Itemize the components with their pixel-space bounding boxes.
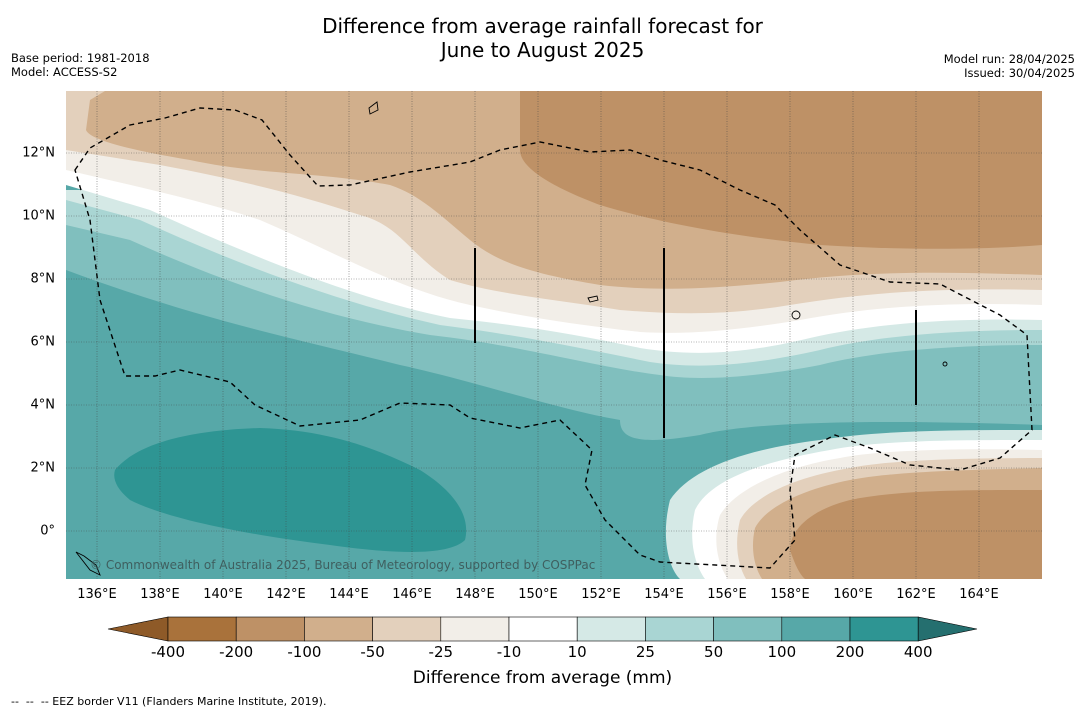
latitude-tick-label: 0° [40, 523, 55, 539]
longitude-tick-label: 140°E [203, 587, 243, 602]
longitude-tick-label: 158°E [770, 587, 810, 602]
map-contours [66, 91, 1042, 579]
colorbar-segment [508, 616, 578, 642]
latitude-tick-label: 10°N [22, 208, 55, 224]
colorbar-segment [304, 616, 373, 642]
islands [75, 101, 948, 576]
fill-minus-100-200 [520, 91, 1042, 249]
latitude-tick-label: 2°N [30, 460, 56, 476]
colorbar-segment [781, 616, 851, 642]
issued-date: Issued: 30/04/2025 [964, 66, 1075, 80]
colorbar-segment [372, 616, 442, 642]
footer-note: -- -- -- EEZ border V11 (Flanders Marine… [11, 695, 327, 708]
longitude-tick-label: 152°E [581, 587, 621, 602]
longitude-tick-label: 144°E [329, 587, 369, 602]
map-grid [66, 91, 1042, 579]
colorbar-segment [167, 616, 237, 642]
title-line-1: Difference from average rainfall forecas… [322, 14, 763, 38]
latitude-tick-label: 4°N [30, 397, 56, 413]
longitude-tick-label: 142°E [266, 587, 306, 602]
colorbar-tick-label: 200 [835, 643, 865, 661]
longitude-tick-label: 136°E [77, 587, 117, 602]
eez-border [74, 107, 1033, 569]
colorbar-tick-label: 100 [767, 643, 797, 661]
meta-right: Model run: 28/04/2025 Issued: 30/04/2025 [944, 52, 1075, 80]
colorbar-tick-label: 25 [635, 643, 655, 661]
fill-200-400 [114, 428, 467, 552]
title-line-2: June to August 2025 [440, 38, 645, 62]
colorbar-tick-label: 400 [903, 643, 933, 661]
colorbar-tick-label: 10 [567, 643, 587, 661]
longitude-tick-label: 150°E [518, 587, 558, 602]
longitude-tick-label: 156°E [707, 587, 747, 602]
copyright-notice: © Commonwealth of Australia 2025, Bureau… [90, 558, 596, 572]
longitude-tick-label: 164°E [959, 587, 999, 602]
colorbar-segment [235, 616, 305, 642]
meridian-markers [474, 248, 917, 438]
model-name: Model: ACCESS-S2 [11, 65, 118, 79]
latitude-tick-label: 6°N [30, 334, 56, 350]
longitude-tick-label: 154°E [644, 587, 684, 602]
colorbar-segment [713, 616, 783, 642]
colorbar-tick-label: 50 [704, 643, 724, 661]
colorbar-tick-label: -200 [219, 643, 254, 661]
colorbar-tick-label: -25 [428, 643, 454, 661]
colorbar-title: Difference from average (mm) [412, 668, 673, 688]
colorbar-low-arrow [107, 616, 169, 642]
colorbar-tick-label: -100 [287, 643, 322, 661]
meta-left: Base period: 1981-2018 Model: ACCESS-S2 [11, 51, 150, 79]
colorbar [107, 616, 978, 642]
base-period: Base period: 1981-2018 [11, 51, 150, 65]
longitude-tick-label: 160°E [833, 587, 873, 602]
latitude-tick-label: 12°N [22, 145, 55, 161]
colorbar-segment [645, 616, 714, 642]
colorbar-tick-label: -400 [150, 643, 186, 661]
colorbar-tick-label: -50 [360, 643, 385, 661]
colorbar-segment [576, 616, 646, 642]
colorbar-tick-label: -10 [496, 643, 522, 661]
model-run: Model run: 28/04/2025 [943, 52, 1075, 66]
longitude-tick-label: 162°E [896, 587, 936, 602]
colorbar-segment [849, 616, 919, 642]
longitude-tick-label: 138°E [140, 587, 180, 602]
colorbar-high-arrow [917, 616, 978, 642]
longitude-tick-label: 146°E [392, 587, 432, 602]
map-title: Difference from average rainfall forecas… [0, 14, 1085, 62]
latitude-tick-label: 8°N [30, 271, 56, 287]
colorbar-segment [440, 616, 510, 642]
longitude-tick-label: 148°E [455, 587, 495, 602]
